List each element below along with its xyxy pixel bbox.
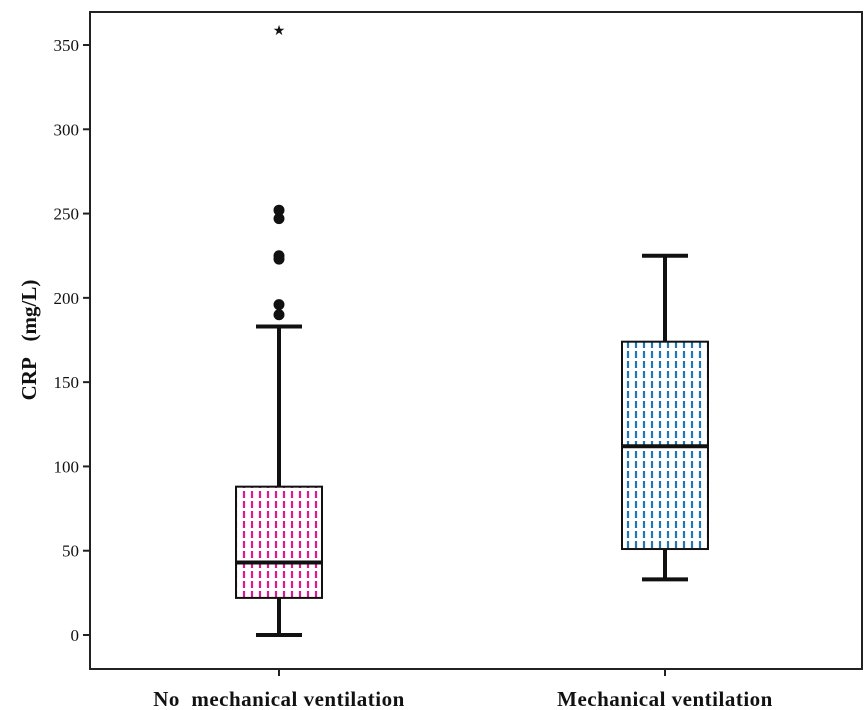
outlier-point	[273, 309, 285, 321]
y-tick-label: 0	[71, 626, 80, 645]
y-tick-label: 150	[54, 373, 80, 392]
extreme-outlier-star: ★	[273, 24, 286, 39]
outlier-point	[273, 204, 285, 216]
box-group	[621, 253, 709, 582]
y-tick-label: 250	[54, 205, 80, 224]
outlier-point	[273, 213, 285, 225]
y-axis-title: CRP (mg/L)	[17, 280, 41, 401]
outlier-point	[273, 299, 285, 311]
y-tick-label: 50	[62, 542, 79, 561]
y-tick-label: 300	[54, 120, 80, 139]
y-tick-label: 200	[54, 289, 80, 308]
y-axis: 0 50 100 150 200 250 300 350	[54, 36, 90, 645]
y-tick-label: 350	[54, 36, 80, 55]
plot-frame	[89, 11, 863, 670]
x-category-label: Mechanical ventilation	[557, 687, 773, 710]
y-tick-label: 100	[54, 457, 80, 476]
x-axis: No mechanical ventilation Mechanical vent…	[153, 669, 773, 710]
x-category-label: No mechanical ventilation	[153, 687, 405, 710]
outlier-point	[273, 250, 285, 262]
box-groups: ★	[235, 24, 709, 637]
iqr-box	[235, 485, 323, 599]
box-group: ★	[235, 24, 323, 637]
